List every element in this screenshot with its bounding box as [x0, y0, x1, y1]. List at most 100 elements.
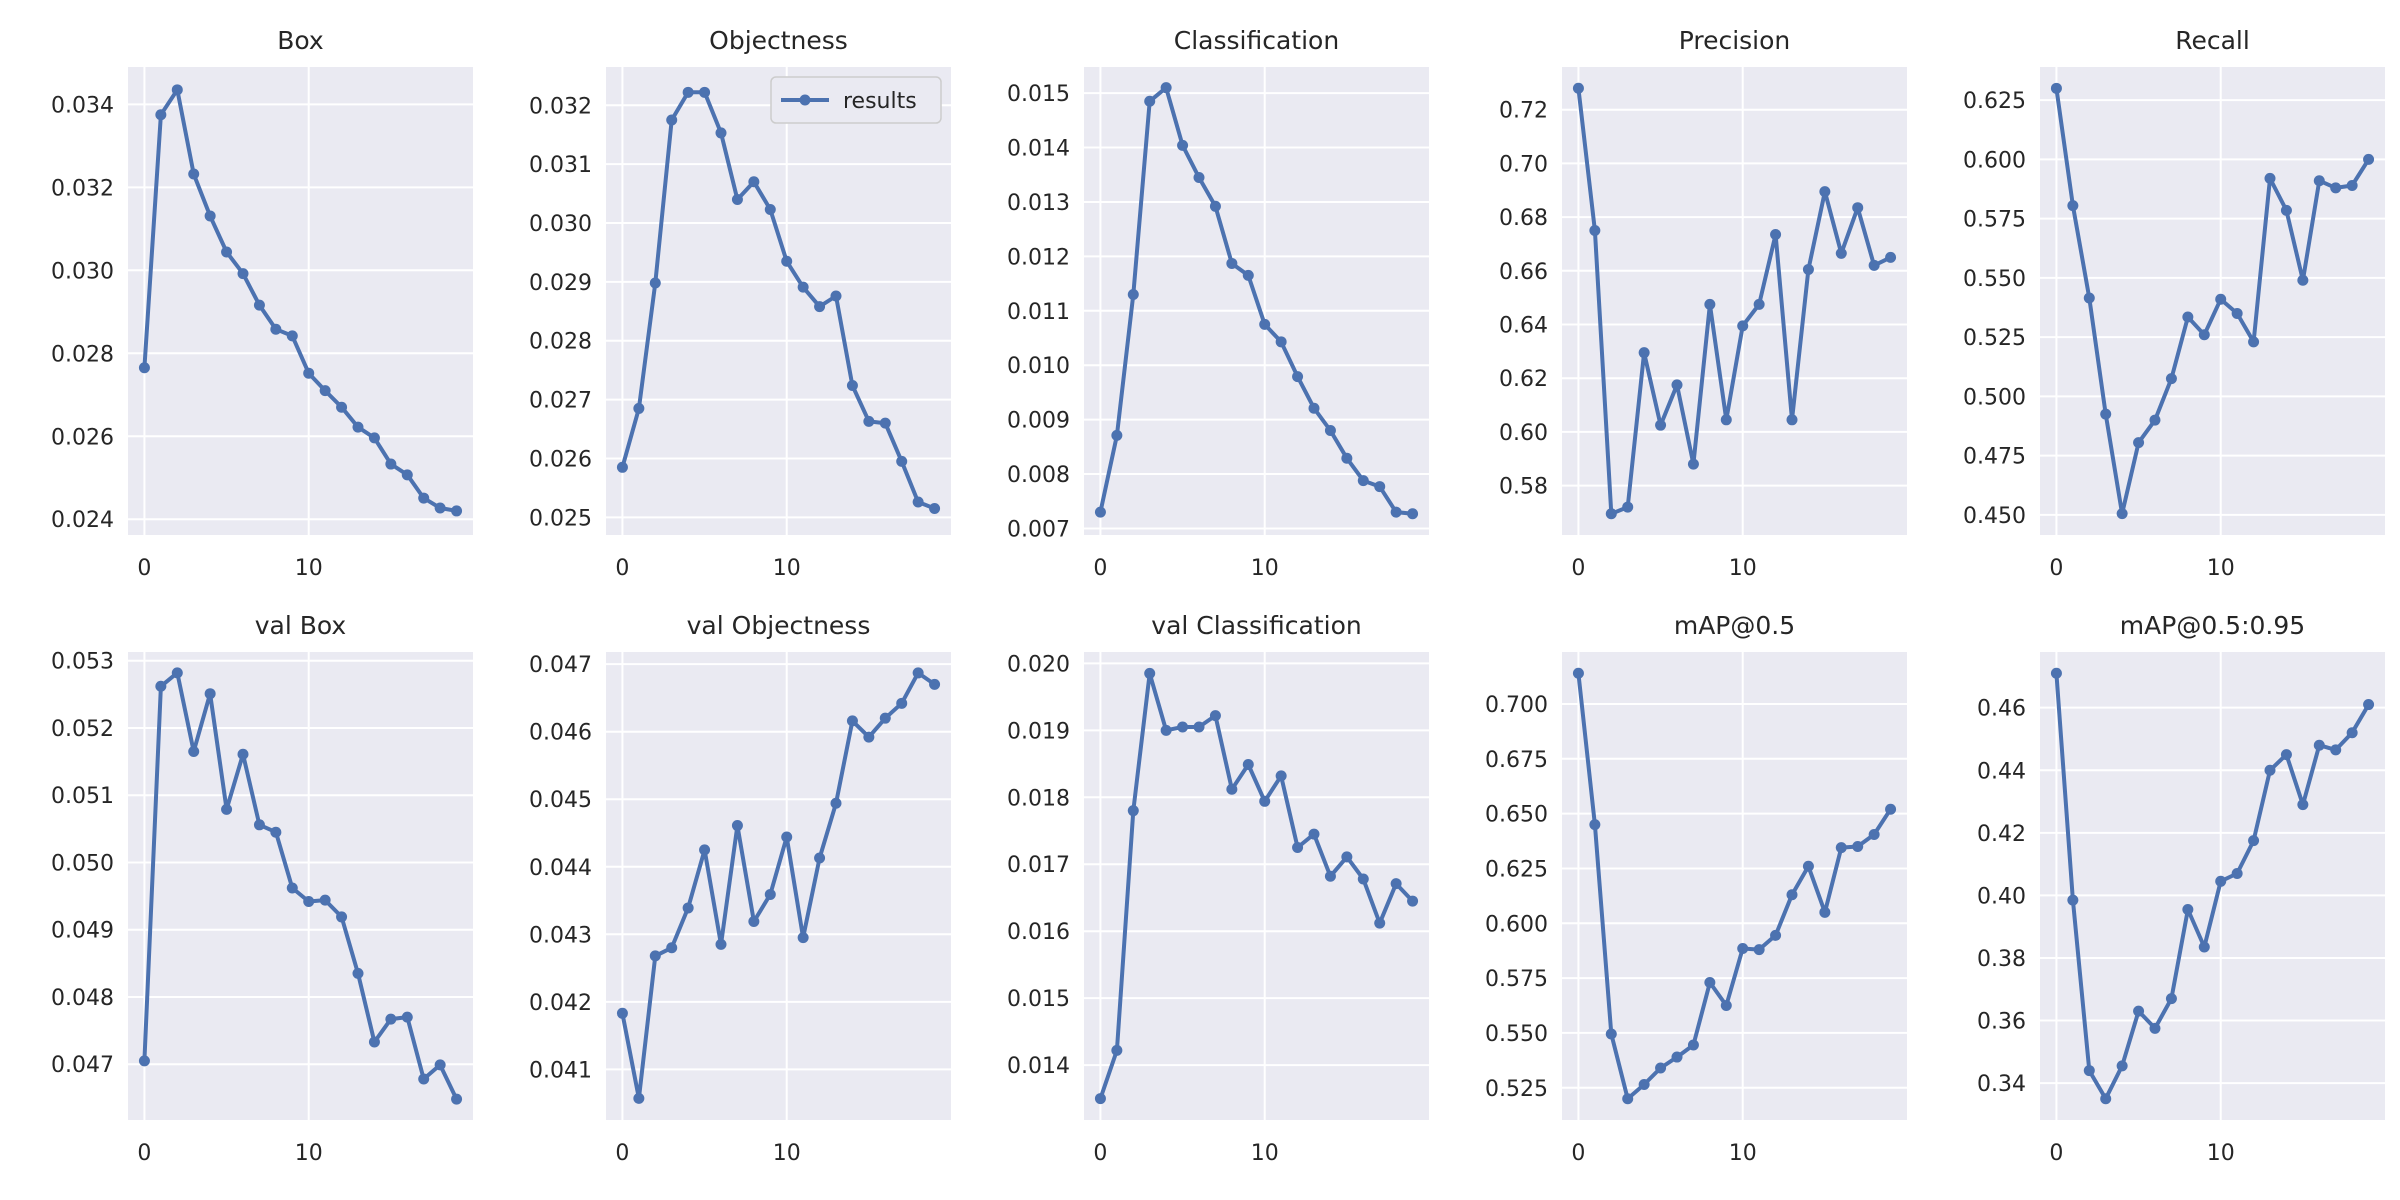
x-tick-label: 10 — [2207, 556, 2235, 581]
data-point — [1390, 506, 1402, 518]
data-point — [2248, 835, 2260, 847]
y-tick-label: 0.044 — [529, 856, 592, 881]
data-point — [2231, 867, 2243, 879]
y-tick-label: 0.015 — [1007, 987, 1070, 1012]
data-point — [1144, 95, 1156, 107]
plot-area — [606, 652, 951, 1120]
data-point — [666, 114, 678, 126]
data-point — [2133, 1005, 2145, 1017]
data-point — [912, 496, 924, 508]
data-point — [1737, 320, 1749, 332]
data-point — [1671, 379, 1683, 391]
legend-marker — [799, 94, 811, 106]
data-point — [2182, 903, 2194, 915]
data-point — [451, 505, 463, 517]
data-point — [1589, 819, 1601, 831]
data-point — [797, 281, 809, 293]
data-point — [814, 301, 826, 313]
subplot-title: Precision — [1679, 26, 1791, 55]
x-tick-label: 10 — [1251, 1141, 1279, 1166]
data-point — [1868, 828, 1880, 840]
data-point — [286, 330, 298, 342]
x-tick-label: 10 — [773, 1141, 801, 1166]
data-point — [237, 748, 249, 760]
data-point — [2363, 153, 2375, 165]
series-line — [2054, 673, 2371, 1101]
data-point — [1341, 452, 1353, 464]
data-point — [1753, 944, 1765, 956]
data-point — [385, 458, 397, 470]
data-point — [1852, 841, 1864, 853]
data-point — [1704, 298, 1716, 310]
y-tick-label: 0.70 — [1499, 152, 1548, 177]
data-point — [1572, 667, 1584, 679]
data-point — [1259, 795, 1271, 807]
y-tick-label: 0.019 — [1007, 719, 1070, 744]
data-point — [1292, 842, 1304, 854]
data-point — [1572, 82, 1584, 94]
data-point — [781, 255, 793, 267]
y-tick-label: 0.450 — [1963, 504, 2026, 529]
data-point — [1242, 269, 1254, 281]
plot-area — [128, 67, 473, 535]
subplot-3: 0.58 0.60 0.62 0.64 0.66 0.68 0.70 0.72 0 10 Preci… — [1499, 26, 1907, 581]
data-point — [1622, 501, 1634, 513]
data-point — [221, 246, 233, 258]
data-point — [171, 667, 183, 679]
y-tick-label: 0.030 — [529, 212, 592, 237]
data-point — [2083, 1065, 2095, 1077]
data-point — [2297, 799, 2309, 811]
y-tick-label: 0.58 — [1499, 475, 1548, 500]
y-tick-label: 0.047 — [529, 653, 592, 678]
y-tick-label: 0.012 — [1007, 245, 1070, 270]
y-tick-label: 0.600 — [1485, 912, 1548, 937]
data-point — [781, 831, 793, 843]
data-point — [764, 888, 776, 900]
y-tick-label: 0.041 — [529, 1058, 592, 1083]
y-tick-label: 0.053 — [51, 650, 114, 675]
subplot-title: val Objectness — [687, 611, 871, 640]
y-tick-label: 0.550 — [1963, 267, 2026, 292]
y-tick-label: 0.046 — [529, 721, 592, 746]
data-point — [2067, 894, 2079, 906]
data-point — [1390, 878, 1402, 890]
data-point — [253, 299, 265, 311]
data-point — [2297, 274, 2309, 286]
data-point — [286, 882, 298, 894]
data-point — [401, 469, 413, 481]
data-point — [2363, 699, 2375, 711]
x-tick-label: 10 — [2207, 1141, 2235, 1166]
data-point — [1275, 336, 1287, 348]
y-tick-label: 0.34 — [1977, 1072, 2026, 1097]
data-point — [1720, 414, 1732, 426]
data-point — [1177, 139, 1189, 151]
y-tick-label: 0.026 — [51, 425, 114, 450]
data-point — [1835, 247, 1847, 259]
subplot-1: 0.025 0.026 0.027 0.028 0.029 0.030 0.031 0.032… — [529, 26, 951, 581]
data-point — [368, 432, 380, 444]
data-point — [649, 950, 661, 962]
y-tick-label: 0.048 — [51, 986, 114, 1011]
y-tick-label: 0.700 — [1485, 693, 1548, 718]
y-tick-label: 0.032 — [529, 94, 592, 119]
subplot-7: 0.014 0.015 0.016 0.017 0.018 0.019 0.020 0 10 va… — [1007, 611, 1429, 1166]
y-tick-label: 0.043 — [529, 923, 592, 948]
y-tick-label: 0.550 — [1485, 1022, 1548, 1047]
data-point — [270, 826, 282, 838]
data-point — [1292, 371, 1304, 383]
data-point — [188, 746, 200, 758]
data-point — [1193, 171, 1205, 183]
data-point — [1193, 721, 1205, 733]
data-point — [1605, 1028, 1617, 1040]
data-point — [1638, 347, 1650, 359]
x-tick-label: 10 — [1729, 1141, 1757, 1166]
y-tick-label: 0.625 — [1963, 89, 2026, 114]
data-point — [1127, 288, 1139, 300]
data-point — [1226, 257, 1238, 269]
data-point — [863, 415, 875, 427]
data-point — [2215, 875, 2227, 887]
data-point — [846, 715, 858, 727]
data-point — [1324, 870, 1336, 882]
x-tick-label: 10 — [773, 556, 801, 581]
y-tick-label: 0.475 — [1963, 445, 2026, 470]
